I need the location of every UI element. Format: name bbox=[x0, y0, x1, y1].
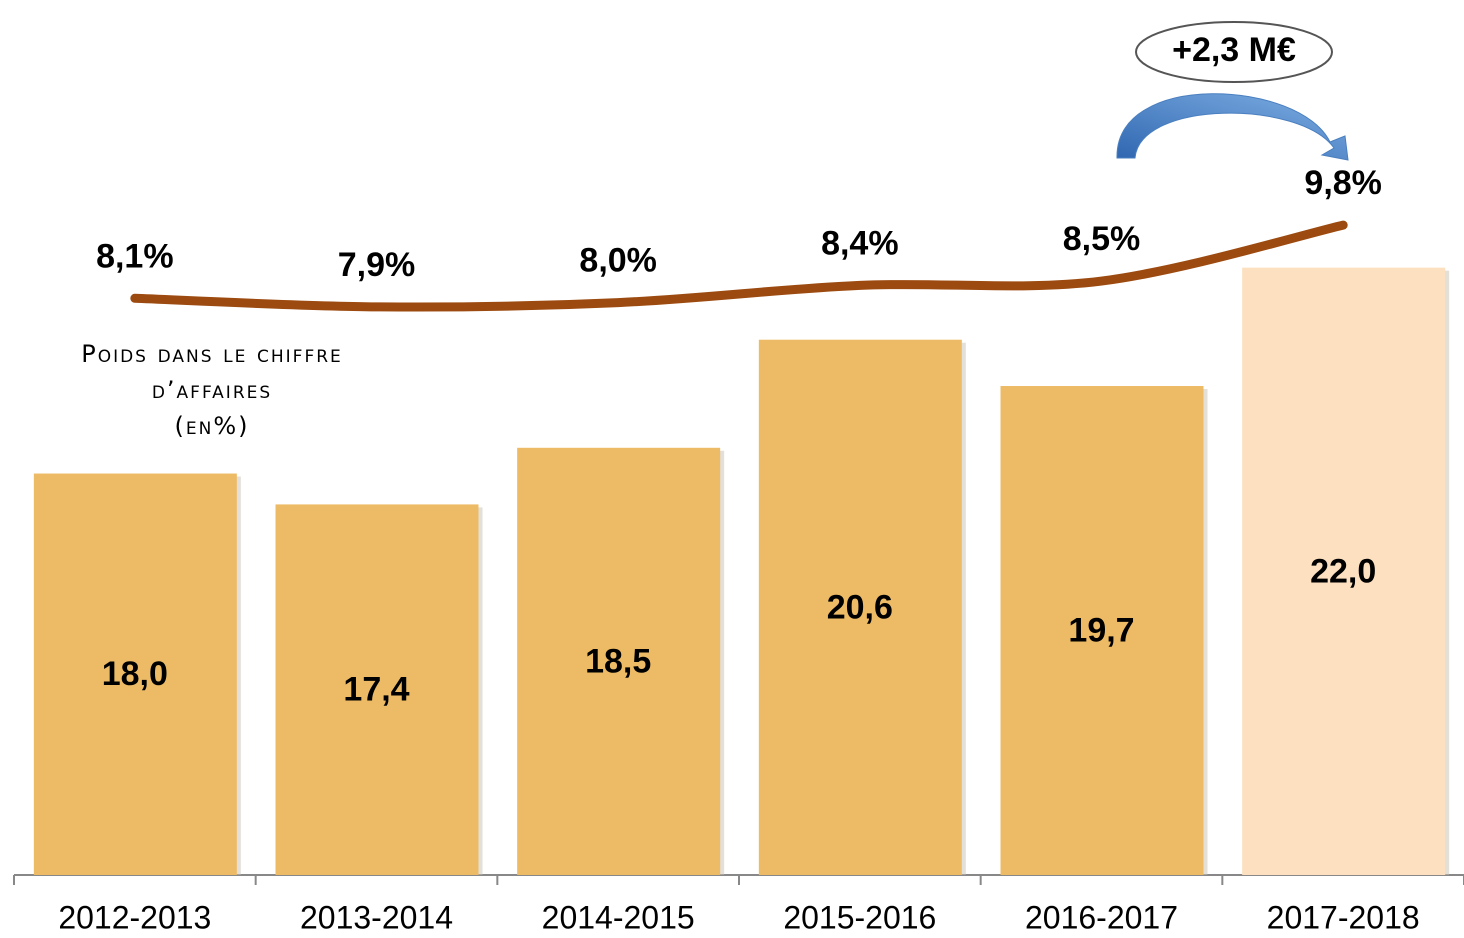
bar-value-label: 19,7 bbox=[1068, 611, 1134, 649]
bar-value-label: 20,6 bbox=[827, 588, 893, 626]
bar bbox=[275, 504, 479, 875]
bar bbox=[1242, 267, 1446, 875]
annotation: +2,3 M€ bbox=[1172, 31, 1296, 69]
x-tick-label: 2015-2016 bbox=[783, 899, 936, 935]
line-value-label: 8,4% bbox=[821, 224, 899, 262]
bar-value-label: 22,0 bbox=[1310, 552, 1376, 590]
line-value-label: 8,0% bbox=[579, 242, 657, 280]
line-value-label: 9,8% bbox=[1304, 164, 1382, 202]
line-value-label: 7,9% bbox=[338, 246, 416, 284]
line-value-label: 8,1% bbox=[96, 237, 174, 275]
bar bbox=[1000, 386, 1204, 875]
y2-axis-label: (en%) bbox=[175, 412, 250, 440]
annotation-bubble bbox=[1135, 21, 1333, 83]
bar-value-label: 17,4 bbox=[343, 671, 409, 709]
x-tick-label: 2017-2018 bbox=[1267, 899, 1420, 935]
y2-axis-label: d’affaires bbox=[152, 376, 272, 404]
bar bbox=[33, 473, 237, 875]
bar-value-label: 18,5 bbox=[585, 642, 651, 680]
arrow bbox=[1116, 93, 1349, 161]
x-tick-label: 2014-2015 bbox=[542, 899, 695, 935]
y2-axis-label: Poids dans le chiffre bbox=[81, 340, 343, 368]
bar bbox=[758, 339, 962, 875]
bar bbox=[517, 447, 721, 875]
bar-value-label: 18,0 bbox=[102, 655, 168, 693]
x-tick-label: 2016-2017 bbox=[1025, 899, 1178, 935]
x-tick-label: 2012-2013 bbox=[58, 899, 211, 935]
line-value-label: 8,5% bbox=[1063, 220, 1141, 258]
x-tick-label: 2013-2014 bbox=[300, 899, 453, 935]
line bbox=[130, 220, 1348, 312]
